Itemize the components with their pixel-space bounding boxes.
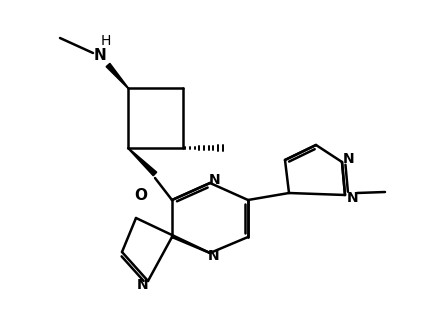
Polygon shape <box>128 148 157 176</box>
Text: N: N <box>209 173 221 187</box>
Text: N: N <box>94 48 106 63</box>
Text: N: N <box>137 278 149 292</box>
Text: N: N <box>343 152 355 166</box>
Text: N: N <box>208 249 220 263</box>
Text: N: N <box>347 191 359 205</box>
Text: H: H <box>101 34 111 48</box>
Polygon shape <box>106 64 128 88</box>
Text: O: O <box>134 188 148 202</box>
